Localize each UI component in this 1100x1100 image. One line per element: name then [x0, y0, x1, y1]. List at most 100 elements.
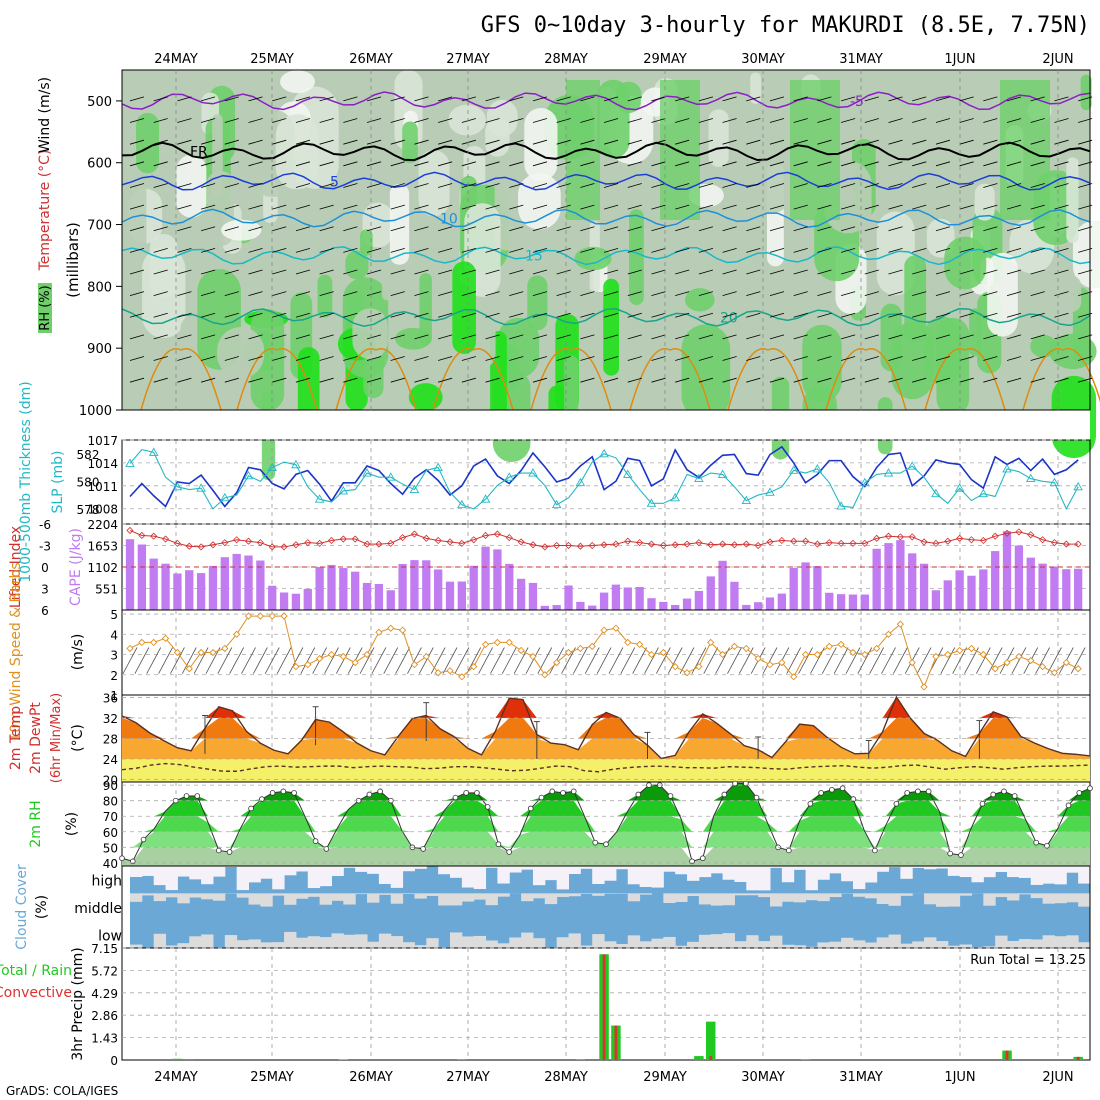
series-line	[129, 445, 1079, 508]
wind-barb	[580, 118, 595, 123]
data-point	[269, 790, 276, 796]
slp-thickness-panel: 1008 1011 1014 1017 578 580 582 1000-500mb Thic…	[18, 381, 1091, 583]
data-point	[1015, 652, 1023, 661]
wind-barb	[864, 334, 879, 340]
wind-barb	[888, 96, 903, 102]
wind-barb	[414, 96, 429, 102]
wind-barb	[224, 269, 239, 275]
cloud-grey-segment	[959, 944, 972, 948]
cloud-grey-segment	[888, 934, 901, 948]
data-point	[504, 472, 515, 481]
wind-barb	[935, 312, 951, 318]
cloud-grey-segment	[592, 934, 605, 948]
wind-barb	[864, 291, 879, 297]
wind-barb	[817, 96, 832, 102]
wind-barb	[632, 647, 647, 674]
wind-barb	[1030, 226, 1045, 232]
wind-barb	[1054, 118, 1069, 123]
day-label-top: 28MAY	[544, 52, 588, 67]
cloud-clear-segment	[781, 866, 795, 883]
data-point	[363, 540, 371, 548]
cloud-grey-segment	[687, 893, 700, 897]
cloud-grey-segment	[248, 893, 261, 905]
wind-barb	[454, 647, 470, 674]
credit-label: GrADS: COLA/IGES	[6, 1084, 118, 1098]
cape-bar	[516, 578, 526, 610]
cloud-clear-segment	[734, 866, 747, 882]
cape-bar	[315, 567, 324, 610]
cape-bar	[931, 590, 941, 610]
wind-barb	[935, 139, 951, 145]
cloud-clear-segment	[141, 866, 155, 876]
wind-barb	[793, 226, 808, 232]
cloud-grey-segment	[935, 941, 949, 948]
tick-label: 1008	[87, 503, 118, 517]
wind-barb	[786, 647, 802, 674]
data-point	[754, 541, 762, 550]
data-point	[220, 492, 230, 502]
cape-bar	[540, 605, 549, 610]
cloud-grey-segment	[367, 941, 380, 948]
data-point	[194, 793, 201, 799]
wind-barb	[912, 334, 927, 340]
wind-barb	[841, 247, 856, 253]
cape-bar	[1002, 531, 1012, 610]
cape-bar	[564, 585, 573, 610]
cloud-grey-segment	[580, 893, 593, 894]
wind-barb	[935, 247, 951, 253]
data-point	[399, 534, 407, 542]
data-point	[446, 538, 454, 546]
tick-label: 900	[87, 342, 112, 357]
wind-barb	[532, 312, 548, 318]
wind-barb	[983, 356, 998, 361]
data-point	[944, 537, 952, 545]
cape-bar	[694, 590, 704, 610]
cloud-grey-segment	[224, 935, 238, 948]
cloud-grey-segment	[722, 893, 735, 906]
precip-bar	[694, 1056, 704, 1060]
rh-patch	[418, 150, 450, 217]
tick-label: 70	[103, 810, 118, 824]
wind-barb	[1054, 356, 1069, 361]
wind-barb	[983, 269, 998, 275]
data-point	[1074, 665, 1082, 673]
wind-barb	[675, 269, 690, 275]
wind-barb	[366, 118, 382, 123]
wind-barb	[644, 647, 659, 674]
data-point	[304, 539, 312, 547]
wind-barb	[1030, 96, 1045, 102]
wind-barb	[722, 161, 737, 167]
wind-barb	[679, 647, 695, 674]
cloud-grey-segment	[260, 893, 273, 907]
wind-barb	[841, 161, 856, 167]
wind-barb	[841, 377, 856, 383]
wind-barb	[556, 356, 571, 361]
wind-barb	[769, 334, 785, 340]
cape-bar	[398, 563, 407, 610]
wind-barb	[888, 269, 903, 275]
cloud-grey-segment	[165, 893, 178, 898]
wind-barb	[461, 118, 476, 123]
data-point	[818, 790, 824, 796]
wind-barb	[556, 334, 571, 340]
data-point	[541, 671, 549, 679]
cape-bar	[1038, 563, 1047, 610]
wind-barb	[698, 269, 713, 275]
tick-label: 1	[110, 689, 118, 703]
wind-barb	[651, 269, 666, 275]
cape-bar	[445, 581, 455, 610]
wind-barb	[343, 226, 358, 232]
wind-barb	[1006, 377, 1022, 383]
wind-barb	[698, 204, 713, 210]
wind-barb	[769, 226, 785, 232]
tick-label: 36	[103, 692, 118, 706]
cape-bar	[943, 580, 952, 610]
cloud-grey-segment	[378, 933, 392, 948]
wind-barb	[698, 183, 713, 188]
data-point	[1003, 658, 1011, 667]
data-point	[292, 541, 300, 549]
cloud-clear-segment	[663, 866, 676, 872]
wind-barb	[272, 139, 287, 145]
cloud-grey-segment	[402, 942, 415, 948]
wind-barb	[430, 647, 446, 674]
